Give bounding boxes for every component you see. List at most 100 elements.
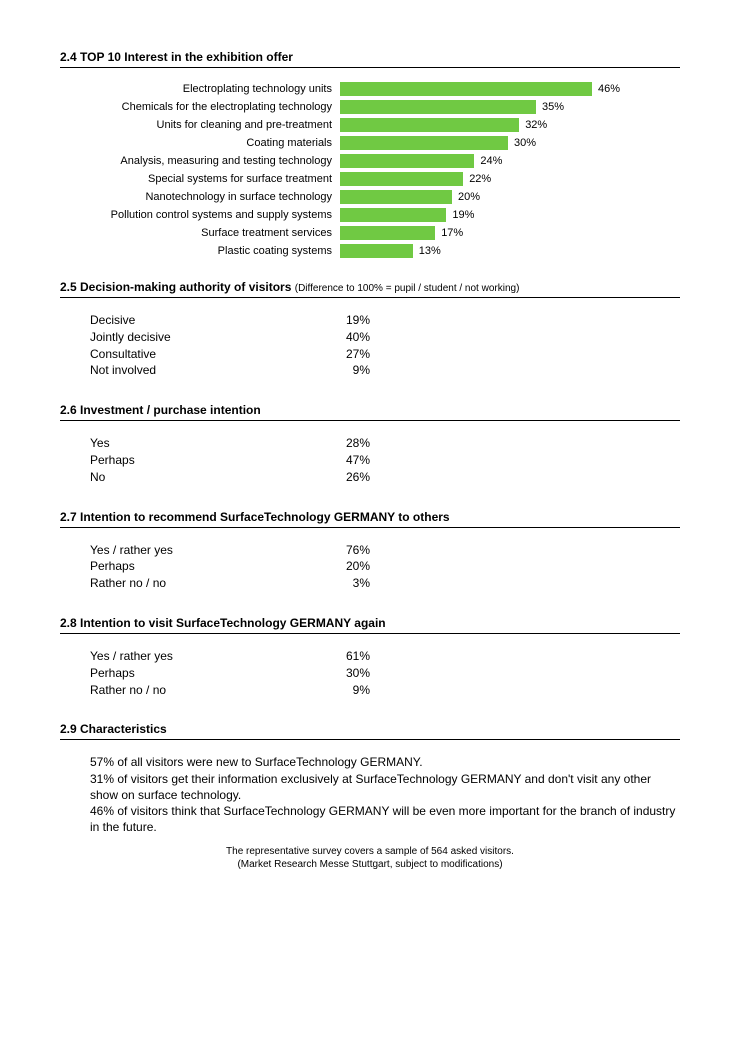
heading-text: 2.5 Decision-making authority of visitor…	[60, 280, 295, 294]
row-label: Perhaps	[90, 452, 310, 469]
bar-fill	[340, 82, 592, 96]
row-label: Rather no / no	[90, 575, 310, 592]
bar-fill	[340, 226, 435, 240]
row-value: 76%	[310, 542, 370, 559]
row-value: 20%	[310, 558, 370, 575]
bar-track: 32%	[340, 118, 620, 132]
bar-row: Pollution control systems and supply sys…	[70, 208, 680, 222]
bar-value: 13%	[413, 245, 441, 257]
bar-track: 20%	[340, 190, 620, 204]
row-value: 61%	[310, 648, 370, 665]
characteristic-line: 31% of visitors get their information ex…	[90, 771, 680, 803]
bar-label: Surface treatment services	[70, 227, 340, 239]
bar-value: 35%	[536, 101, 564, 113]
table-row: Yes / rather yes61%	[90, 648, 680, 665]
heading-text: 2.9 Characteristics	[60, 722, 167, 736]
decision-authority-table: Decisive19%Jointly decisive40%Consultati…	[90, 312, 680, 379]
section-heading-2-5: 2.5 Decision-making authority of visitor…	[60, 280, 680, 298]
characteristic-line: 57% of all visitors were new to SurfaceT…	[90, 754, 680, 770]
row-label: No	[90, 469, 310, 486]
row-label: Perhaps	[90, 558, 310, 575]
bar-fill	[340, 172, 463, 186]
bar-value: 17%	[435, 227, 463, 239]
bar-row: Analysis, measuring and testing technolo…	[70, 154, 680, 168]
row-label: Decisive	[90, 312, 310, 329]
table-row: Yes / rather yes76%	[90, 542, 680, 559]
row-value: 47%	[310, 452, 370, 469]
bar-fill	[340, 190, 452, 204]
bar-track: 30%	[340, 136, 620, 150]
footnote-line: (Market Research Messe Stuttgart, subjec…	[60, 858, 680, 871]
bar-row: Coating materials 30%	[70, 136, 680, 150]
bar-row: Chemicals for the electroplating technol…	[70, 100, 680, 114]
row-value: 26%	[310, 469, 370, 486]
bar-label: Nanotechnology in surface technology	[70, 191, 340, 203]
heading-text: 2.8 Intention to visit SurfaceTechnology…	[60, 616, 386, 630]
section-heading-2-9: 2.9 Characteristics	[60, 722, 680, 740]
row-value: 9%	[310, 682, 370, 699]
bar-fill	[340, 208, 446, 222]
bar-value: 46%	[592, 83, 620, 95]
bar-label: Special systems for surface treatment	[70, 173, 340, 185]
row-value: 40%	[310, 329, 370, 346]
table-row: Perhaps30%	[90, 665, 680, 682]
bar-label: Analysis, measuring and testing technolo…	[70, 155, 340, 167]
bar-label: Chemicals for the electroplating technol…	[70, 101, 340, 113]
row-value: 3%	[310, 575, 370, 592]
bar-row: Nanotechnology in surface technology 20%	[70, 190, 680, 204]
bar-row: Plastic coating systems13%	[70, 244, 680, 258]
row-label: Yes / rather yes	[90, 648, 310, 665]
row-value: 27%	[310, 346, 370, 363]
bar-fill	[340, 100, 536, 114]
bar-value: 32%	[519, 119, 547, 131]
table-row: Yes28%	[90, 435, 680, 452]
bar-value: 22%	[463, 173, 491, 185]
row-value: 9%	[310, 362, 370, 379]
heading-text: 2.6 Investment / purchase intention	[60, 403, 261, 417]
bar-row: Surface treatment services 17%	[70, 226, 680, 240]
bar-row: Electroplating technology units 46%	[70, 82, 680, 96]
table-row: Perhaps20%	[90, 558, 680, 575]
characteristics-text: 57% of all visitors were new to SurfaceT…	[90, 754, 680, 835]
bar-track: 17%	[340, 226, 620, 240]
table-row: Rather no / no3%	[90, 575, 680, 592]
bar-fill	[340, 244, 413, 258]
footnote-line: The representative survey covers a sampl…	[60, 845, 680, 858]
row-label: Perhaps	[90, 665, 310, 682]
top10-bar-chart: Electroplating technology units 46% Chemic…	[70, 82, 680, 258]
bar-track: 24%	[340, 154, 620, 168]
row-label: Jointly decisive	[90, 329, 310, 346]
section-heading-2-8: 2.8 Intention to visit SurfaceTechnology…	[60, 616, 680, 634]
bar-row: Special systems for surface treatment 22%	[70, 172, 680, 186]
bar-track: 22%	[340, 172, 620, 186]
bar-row: Units for cleaning and pre-treatment32%	[70, 118, 680, 132]
bar-value: 30%	[508, 137, 536, 149]
section-heading-2-4: 2.4 TOP 10 Interest in the exhibition of…	[60, 50, 680, 68]
row-label: Yes / rather yes	[90, 542, 310, 559]
table-row: Jointly decisive40%	[90, 329, 680, 346]
table-row: Not involved9%	[90, 362, 680, 379]
heading-note: (Difference to 100% = pupil / student / …	[295, 283, 520, 294]
footnote: The representative survey covers a sampl…	[60, 845, 680, 871]
row-value: 19%	[310, 312, 370, 329]
revisit-intention-table: Yes / rather yes61%Perhaps30%Rather no /…	[90, 648, 680, 698]
table-row: No26%	[90, 469, 680, 486]
bar-track: 19%	[340, 208, 620, 222]
bar-label: Pollution control systems and supply sys…	[70, 209, 340, 221]
bar-fill	[340, 118, 519, 132]
row-label: Yes	[90, 435, 310, 452]
bar-fill	[340, 154, 474, 168]
bar-value: 20%	[452, 191, 480, 203]
table-row: Consultative27%	[90, 346, 680, 363]
row-value: 28%	[310, 435, 370, 452]
row-label: Rather no / no	[90, 682, 310, 699]
heading-text: 2.4 TOP 10 Interest in the exhibition of…	[60, 50, 293, 64]
row-label: Not involved	[90, 362, 310, 379]
bar-track: 46%	[340, 82, 620, 96]
bar-label: Coating materials	[70, 137, 340, 149]
bar-value: 24%	[474, 155, 502, 167]
table-row: Rather no / no9%	[90, 682, 680, 699]
bar-label: Electroplating technology units	[70, 83, 340, 95]
bar-fill	[340, 136, 508, 150]
recommend-intention-table: Yes / rather yes76%Perhaps20%Rather no /…	[90, 542, 680, 592]
